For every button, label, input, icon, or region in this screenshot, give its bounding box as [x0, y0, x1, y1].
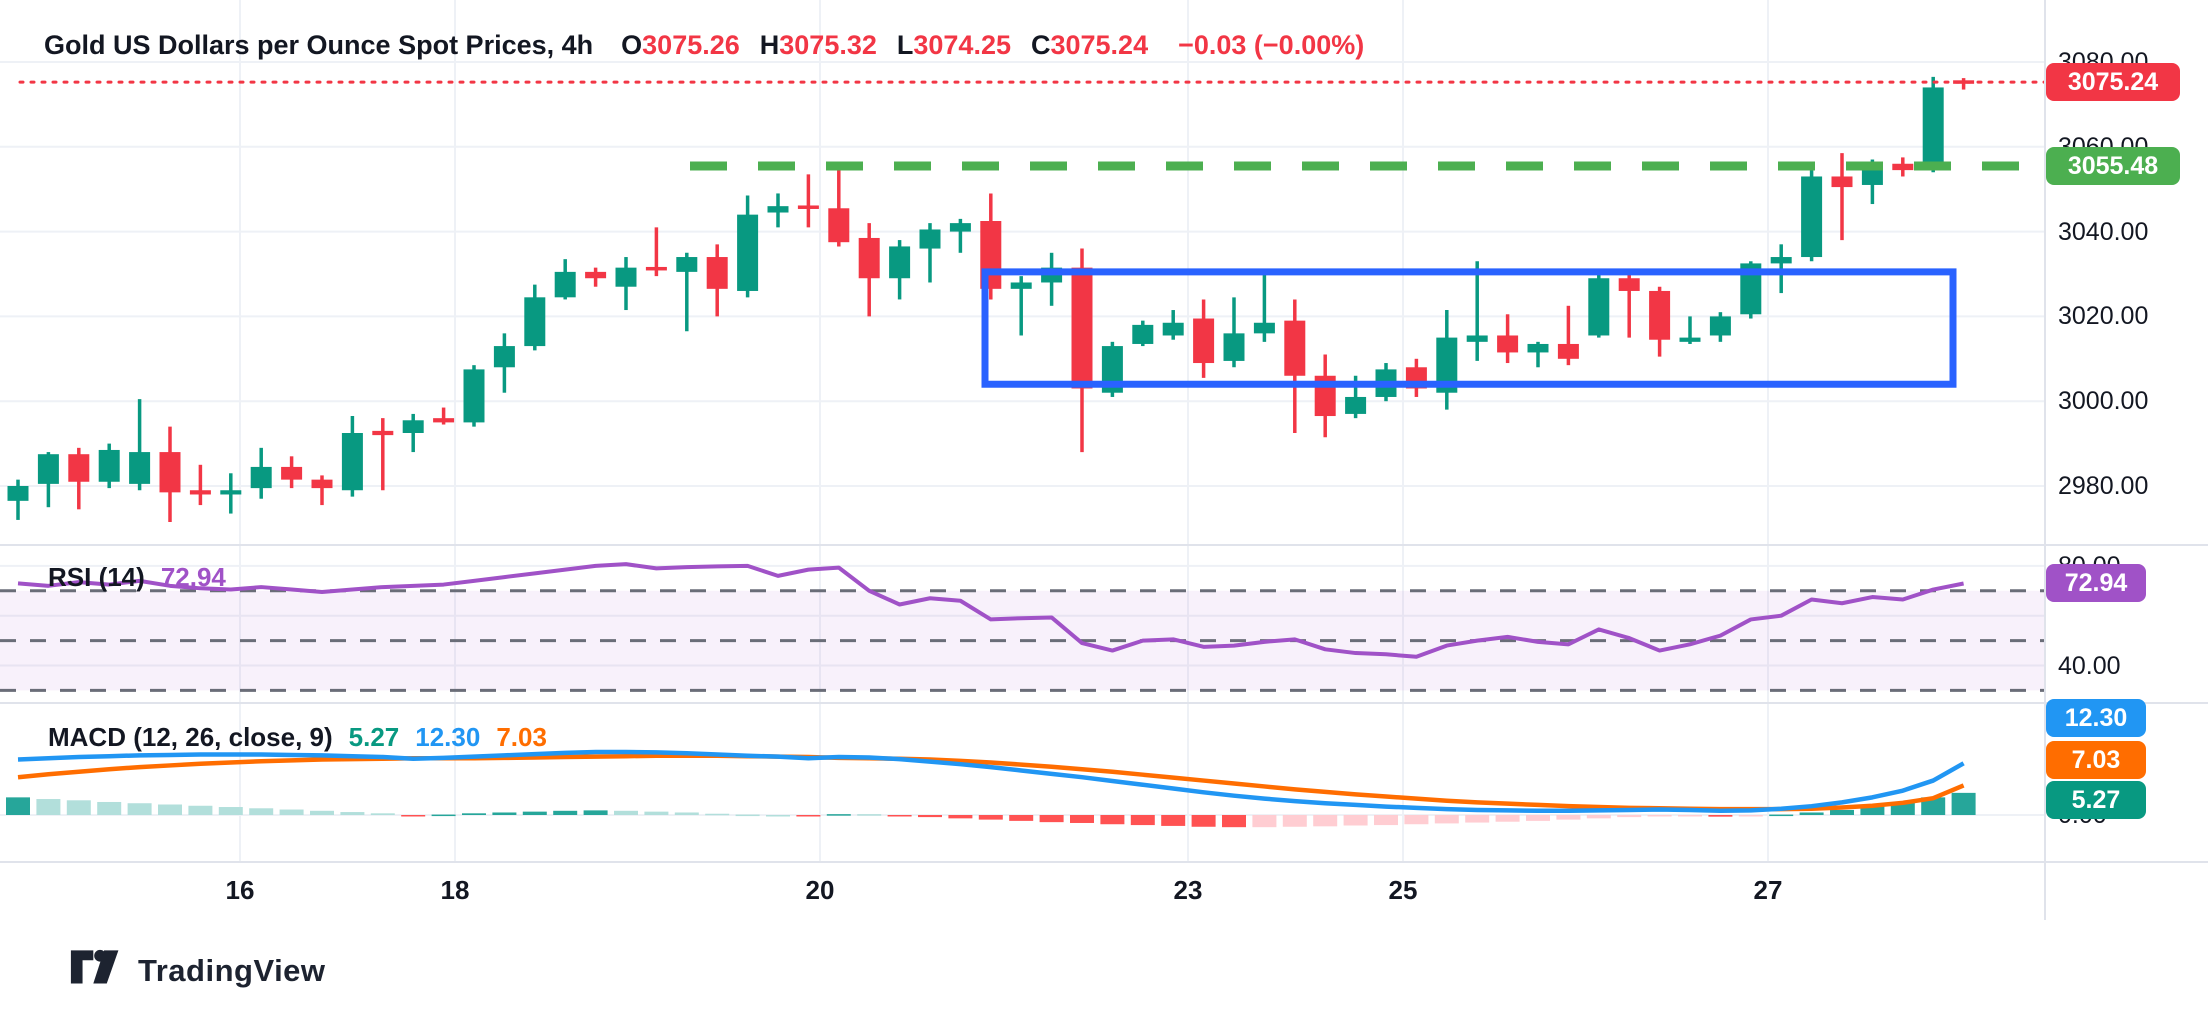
rsi-value: 72.94 — [160, 562, 226, 592]
macd-hist-badge: 5.27 — [2046, 781, 2146, 819]
rsi-legend[interactable]: RSI (14) 72.94 — [48, 562, 226, 593]
ohlc-open: O3075.26 — [621, 30, 740, 60]
macd-line-badge: 12.30 — [2046, 699, 2146, 737]
level-price-badge: 3055.48 — [2046, 147, 2180, 185]
chart-legend[interactable]: Gold US Dollars per Ounce Spot Prices, 4… — [44, 30, 1364, 61]
tradingview-logo[interactable]: TradingView — [70, 948, 326, 994]
ohlc-low: L3074.25 — [896, 30, 1011, 60]
macd-label-text: MACD (12, 26, close, 9) — [48, 722, 333, 752]
macd-signal-value: 7.03 — [496, 722, 547, 752]
tradingview-icon — [70, 949, 119, 984]
tradingview-text: TradingView — [138, 953, 326, 988]
rsi-badge: 72.94 — [2046, 564, 2146, 602]
ohlc-high: H3075.32 — [759, 30, 877, 60]
price-change: −0.03 (−0.00%) — [1178, 30, 1365, 60]
rsi-label-text: RSI (14) — [48, 562, 145, 592]
ohlc-close: C3075.24 — [1030, 30, 1149, 60]
macd-signal-badge: 7.03 — [2046, 741, 2146, 779]
symbol-title[interactable]: Gold US Dollars per Ounce Spot Prices, 4… — [44, 30, 594, 60]
last-price-badge: 3075.24 — [2046, 63, 2180, 101]
macd-hist-value: 5.27 — [348, 722, 400, 752]
macd-legend[interactable]: MACD (12, 26, close, 9) 5.27 12.30 7.03 — [48, 722, 547, 753]
macd-line-value: 12.30 — [415, 722, 481, 752]
